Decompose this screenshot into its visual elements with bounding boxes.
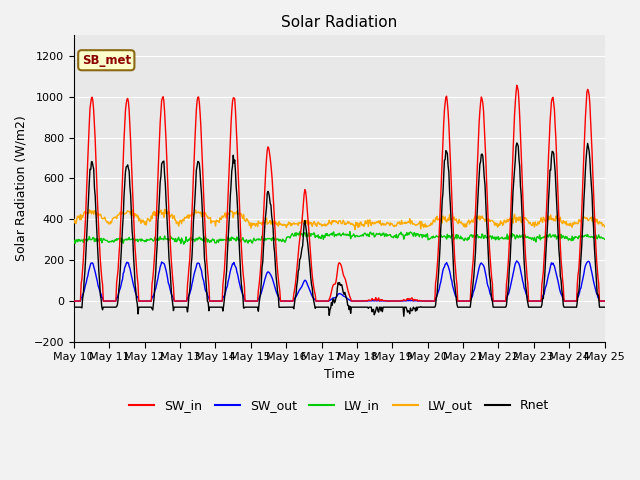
- Y-axis label: Solar Radiation (W/m2): Solar Radiation (W/m2): [15, 116, 28, 262]
- X-axis label: Time: Time: [324, 368, 355, 381]
- Title: Solar Radiation: Solar Radiation: [281, 15, 397, 30]
- Legend: SW_in, SW_out, LW_in, LW_out, Rnet: SW_in, SW_out, LW_in, LW_out, Rnet: [124, 394, 554, 417]
- Text: SB_met: SB_met: [82, 54, 131, 67]
